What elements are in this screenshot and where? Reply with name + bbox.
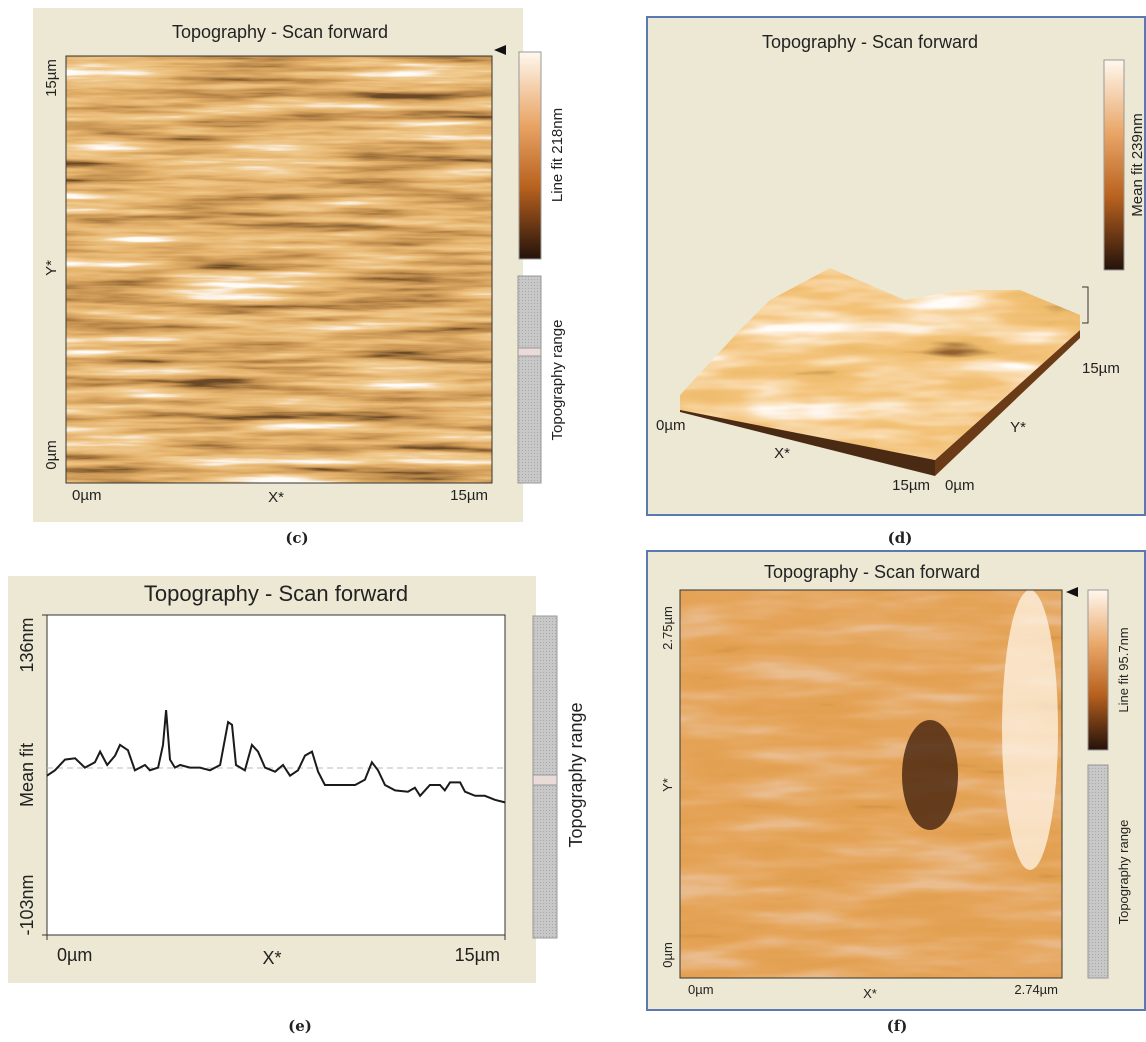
x-label: X* [268,489,284,506]
y-tick: 0µm [945,477,974,494]
panel-label: (c) [285,529,308,547]
frame [679,589,1063,979]
y-label: Mean fit [17,743,37,807]
surface-side [935,330,1080,476]
panel-e: Topography - Scan forward Mean fit X* To… [8,576,586,1035]
title: Topography - Scan forward [172,22,388,42]
panel-c: Topography - Scan forward 15µm Y* 0µm 0µ… [33,8,566,547]
marker [494,45,506,55]
topography-image [66,56,492,483]
plot-area [46,614,506,936]
x-label: X* [774,445,790,462]
colorbar-label: Line fit 218nm [549,108,566,202]
title: Topography - Scan forward [144,581,408,606]
panel-label: (f) [887,1017,908,1035]
range-label: Topography range [1116,820,1131,925]
x-tick: 0µm [688,982,714,997]
x-tick: 15µm [892,477,930,494]
y-label: Y* [660,778,675,792]
panel-f: Topography - Scan forward 2.75µm Y* 0µm … [646,550,1146,1035]
y-label: Y* [43,260,60,276]
y-label: Y* [1010,419,1026,436]
x-label: X* [262,948,281,968]
y-tick: 0µm [43,440,60,469]
y-tick: 15µm [1082,360,1120,377]
x-tick: 2.74µm [1014,982,1058,997]
range-slider[interactable] [517,347,542,357]
panel-label: (d) [888,529,913,547]
colorbar [1087,589,1109,751]
profile-line [46,710,506,804]
frame [65,55,493,484]
scale-bracket [1082,286,1089,324]
colorbar [1103,59,1125,271]
colorbar-label: Mean fit 239nm [1129,113,1146,216]
y-tick: 0µm [660,942,675,968]
panel-label: (e) [288,1017,312,1035]
range-label: Topography range [566,702,586,847]
x-tick-label: 0µm [57,945,92,965]
title: Topography - Scan forward [764,562,980,582]
panel-d: Topography - Scan forward 0µm X* 15µm 0µ… [646,16,1146,547]
y-tick-label: 136nm [17,617,37,672]
dark-region [902,720,958,830]
y-tick: 15µm [43,59,60,97]
range-bar [517,275,542,484]
y-tick-label: -103nm [17,874,37,935]
topography-image [680,590,1062,978]
x-tick-label: 15µm [455,945,500,965]
colorbar [518,51,542,260]
y-tick: 2.75µm [660,606,675,650]
range-bar [1087,764,1109,979]
title: Topography - Scan forward [762,32,978,52]
x-label: X* [863,986,877,1001]
x-tick: 0µm [656,417,685,434]
x-tick: 15µm [450,487,488,504]
x-tick: 0µm [72,487,101,504]
range-label: Topography range [549,320,566,441]
bright-region [1002,590,1058,870]
range-slider[interactable] [532,774,558,786]
colorbar-label: Line fit 95.7nm [1116,627,1131,712]
marker [1066,587,1078,597]
